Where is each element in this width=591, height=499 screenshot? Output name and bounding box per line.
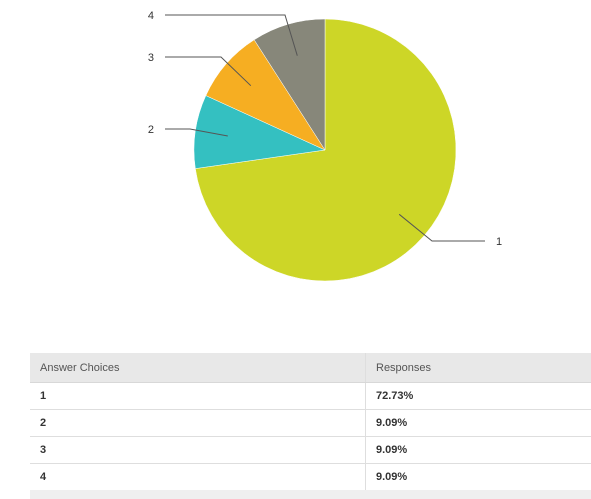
leader-line-3	[165, 56, 252, 87]
pie-slice-1	[195, 18, 457, 282]
table-header-row: Answer Choices Responses	[30, 353, 591, 383]
answer-choice-cell: 2	[30, 409, 366, 437]
table-row: 2 9.09%	[30, 409, 591, 437]
slice-label-1: 1	[496, 236, 502, 248]
slice-label-2: 2	[148, 124, 154, 136]
table-row: 3 9.09%	[30, 436, 591, 464]
response-percent-cell: 9.09%	[365, 436, 591, 464]
leader-line-2	[165, 128, 228, 137]
table-row: 4 9.09%	[30, 463, 591, 491]
header-responses: Responses	[365, 353, 591, 383]
table-row: 1 72.73%	[30, 382, 591, 410]
table-footer	[30, 490, 591, 499]
leader-line-1	[398, 213, 485, 242]
slice-label-3: 3	[148, 52, 154, 64]
leader-line-4	[165, 14, 298, 56]
response-percent-cell: 72.73%	[365, 382, 591, 410]
answer-choice-cell: 3	[30, 436, 366, 464]
header-answer-choices: Answer Choices	[30, 353, 366, 383]
slice-label-4: 4	[148, 10, 154, 22]
response-percent-cell: 9.09%	[365, 409, 591, 437]
response-percent-cell: 9.09%	[365, 463, 591, 491]
results-table: Answer Choices Responses 1 72.73% 2 9.09…	[30, 353, 591, 491]
answer-choice-cell: 4	[30, 463, 366, 491]
answer-choice-cell: 1	[30, 382, 366, 410]
pie-chart: 1 2 3 4	[148, 10, 502, 282]
